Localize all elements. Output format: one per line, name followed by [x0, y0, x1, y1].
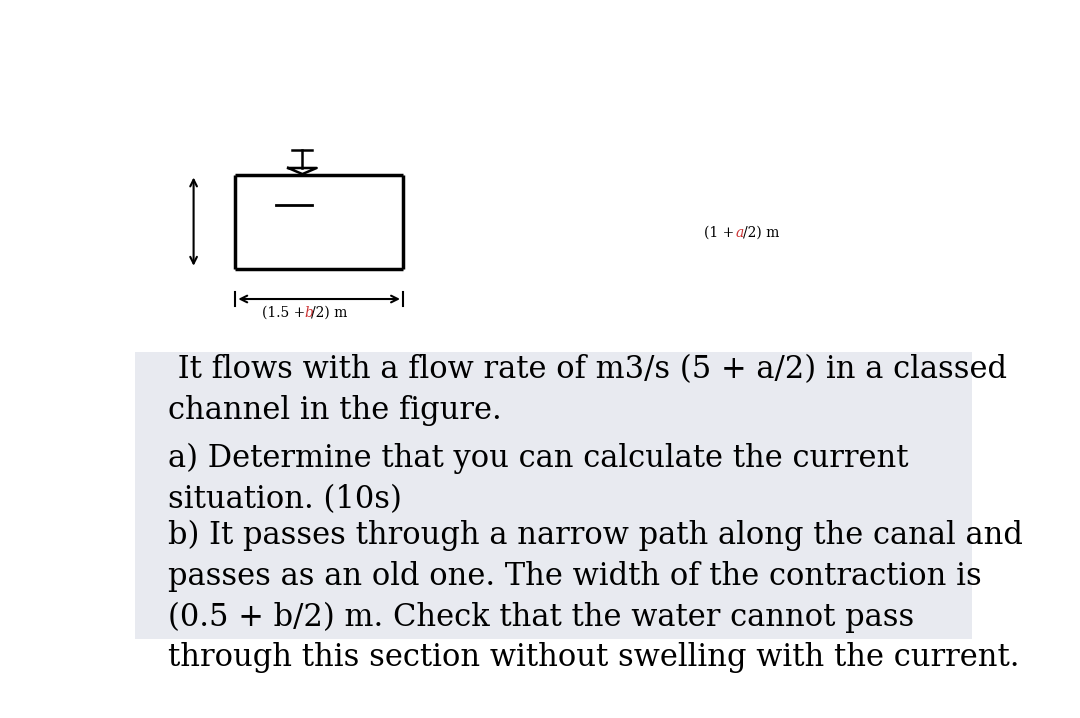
Text: a: a [735, 225, 744, 240]
Text: a) Determine that you can calculate the current
situation. (10s): a) Determine that you can calculate the … [168, 443, 909, 515]
Text: b) It passes through a narrow path along the canal and
passes as an old one. The: b) It passes through a narrow path along… [168, 520, 1024, 673]
Text: /2) m: /2) m [311, 306, 347, 320]
Text: b: b [305, 306, 313, 320]
Text: (1.5 +: (1.5 + [262, 306, 310, 320]
Text: /2) m: /2) m [743, 225, 779, 240]
Text: (1 +: (1 + [704, 225, 739, 240]
Text: It flows with a flow rate of m3/s (5 + a/2) in a classed
channel in the figure.: It flows with a flow rate of m3/s (5 + a… [168, 354, 1008, 426]
Bar [135, 352, 972, 639]
